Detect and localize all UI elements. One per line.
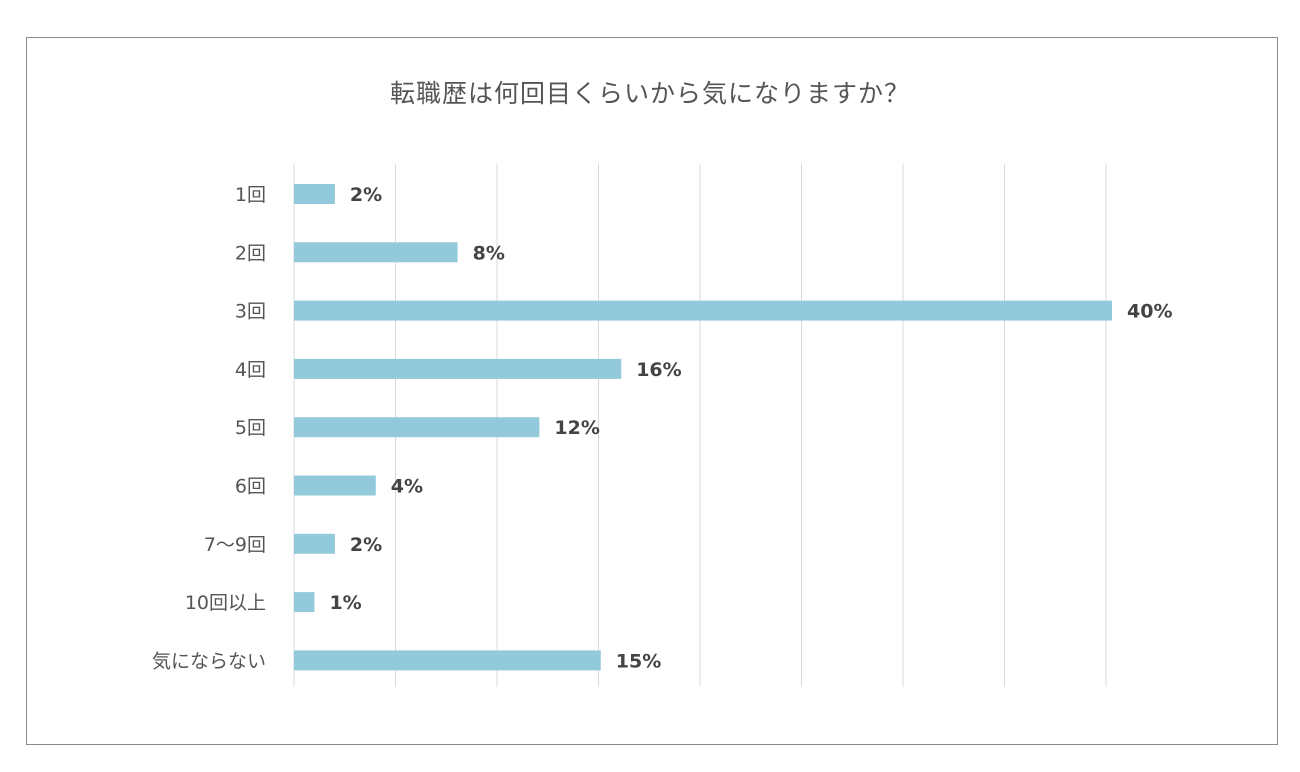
value-label: 15% [616, 650, 661, 672]
category-label: 5回 [235, 417, 266, 439]
category-label: 4回 [235, 359, 266, 381]
bar [294, 242, 458, 263]
category-label: 3回 [235, 301, 266, 323]
bar [294, 300, 1112, 321]
bar [294, 358, 622, 379]
category-label: 10回以上 [185, 592, 266, 614]
bar [294, 184, 335, 204]
category-label: 7〜9回 [204, 534, 266, 556]
bars [294, 184, 1112, 671]
bar [294, 650, 601, 671]
category-label: 6回 [235, 476, 266, 498]
bar [294, 475, 376, 496]
value-label: 8% [473, 242, 505, 264]
value-labels: 2% 8% 40% 16% 12% 4% 2% 1% 15% [329, 184, 1172, 672]
chart-frame [26, 37, 1278, 745]
category-label: 気にならない [152, 650, 266, 672]
bar [294, 417, 540, 438]
bar [294, 533, 335, 554]
value-label: 16% [636, 359, 681, 381]
bar [294, 592, 315, 613]
value-label: 2% [350, 184, 382, 206]
chart-title: 転職歴は何回目くらいから気になりますか？ [389, 79, 910, 108]
value-label: 40% [1127, 301, 1172, 323]
value-label: 4% [391, 476, 423, 498]
category-label: 2回 [235, 242, 266, 264]
value-label: 2% [350, 534, 382, 556]
category-label: 1回 [235, 184, 266, 206]
value-label: 1% [329, 592, 361, 614]
value-label: 12% [554, 417, 599, 439]
